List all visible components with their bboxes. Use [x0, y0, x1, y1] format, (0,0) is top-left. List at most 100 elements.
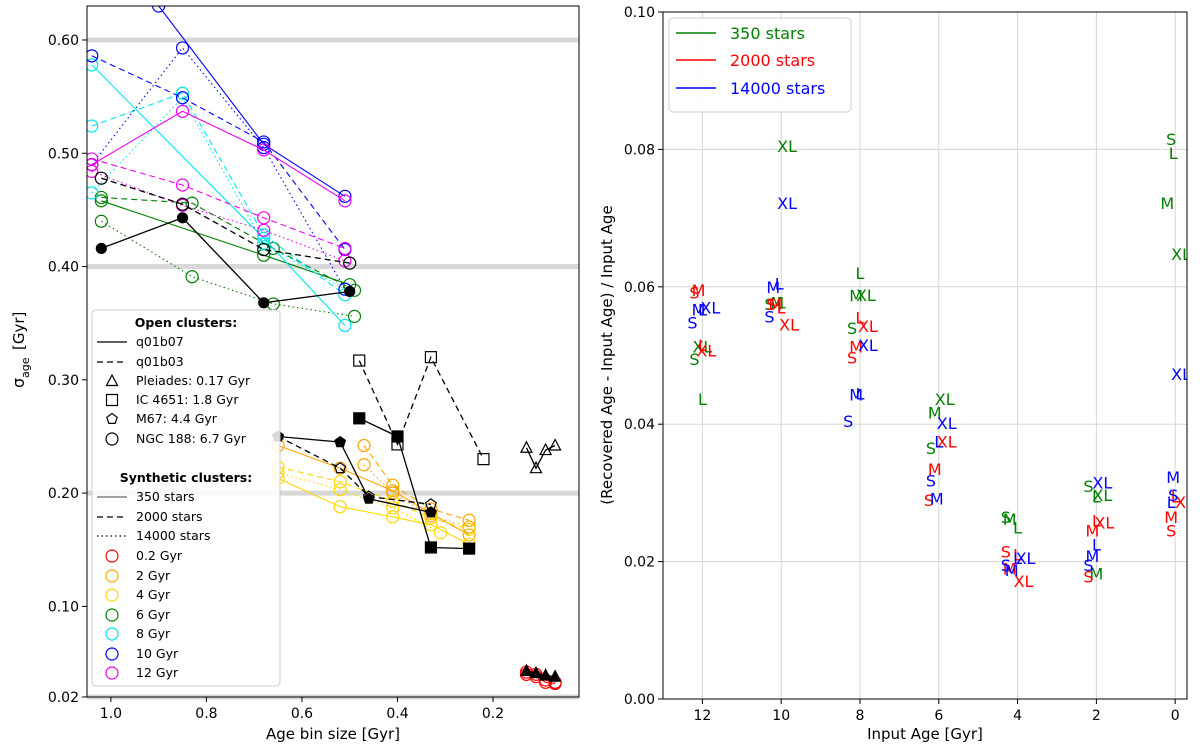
- left-plot-area: [87, 6, 562, 691]
- y-tick-label: 0.02: [624, 555, 655, 571]
- data-label: M: [1085, 547, 1099, 566]
- data-label: L: [698, 390, 707, 409]
- data-label: M: [1085, 522, 1099, 541]
- data-label: M: [1003, 560, 1017, 579]
- data-point: [338, 242, 352, 257]
- legend-label: M67: 4.4 Gyr: [136, 411, 218, 426]
- series-line: [91, 47, 346, 290]
- data-point: [257, 135, 271, 149]
- data-label: M: [692, 281, 706, 300]
- data-point: [539, 668, 553, 681]
- x-tick-label: 1.0: [100, 706, 122, 722]
- data-label: S: [926, 439, 936, 458]
- data-label: S: [843, 412, 853, 431]
- legend-label: 2000 stars: [730, 51, 815, 70]
- data-label: XL: [937, 414, 957, 433]
- data-point: [386, 501, 400, 515]
- data-label: L: [1013, 518, 1022, 537]
- legend-marker: [105, 588, 119, 602]
- data-point: [175, 91, 190, 105]
- data-point: [424, 518, 438, 532]
- data-label: L: [856, 384, 865, 403]
- y-tick-label: 0.50: [48, 146, 79, 162]
- x-axis-label: Age bin size [Gyr]: [266, 725, 400, 743]
- series-line: [277, 466, 470, 530]
- data-label: L: [1092, 487, 1101, 506]
- data-label: S: [924, 491, 934, 510]
- data-label: XL: [777, 194, 797, 213]
- data-point: [338, 194, 352, 208]
- data-label: XL: [1092, 474, 1112, 493]
- data-point: [386, 510, 400, 524]
- data-label: M: [928, 404, 942, 423]
- legend-label: 12 Gyr: [136, 665, 179, 680]
- data-point: [529, 665, 543, 679]
- data-point: [333, 483, 347, 497]
- y-tick-label: 0.08: [624, 142, 655, 158]
- data-label: M: [1003, 510, 1017, 529]
- data-point: [175, 197, 190, 211]
- legend-label: q01b03: [136, 354, 184, 369]
- data-label: L: [856, 264, 865, 283]
- data-label: L: [775, 274, 784, 293]
- legend-title-open: Open clusters:: [135, 315, 237, 330]
- data-label: S: [764, 307, 774, 326]
- series-line: [91, 96, 346, 290]
- series-line: [91, 92, 346, 296]
- data-label: L: [777, 294, 786, 313]
- x-tick-label: 0.6: [291, 706, 313, 722]
- data-label: L: [1013, 549, 1022, 568]
- data-label: M: [1160, 194, 1174, 213]
- legend-label: 14000 stars: [136, 528, 210, 543]
- data-point: [433, 526, 448, 540]
- data-point: [257, 143, 271, 157]
- data-label: M: [928, 460, 942, 479]
- data-point: [87, 58, 99, 72]
- legend-label: NGC 188: 6.7 Gyr: [136, 431, 247, 446]
- data-point: [87, 186, 99, 200]
- legend-marker: [105, 393, 119, 407]
- data-label: L: [934, 432, 943, 451]
- series-line: [359, 417, 470, 550]
- y-axis-label-unit: [Gyr]: [10, 312, 28, 350]
- data-label: M: [849, 386, 863, 405]
- data-label: L: [698, 301, 707, 320]
- data-point: [386, 494, 400, 508]
- y-tick-label: 0.30: [48, 373, 79, 389]
- series-line: [91, 64, 346, 326]
- data-point: [87, 119, 99, 133]
- legend-marker: [105, 373, 119, 387]
- y-tick-label: 0.02: [48, 690, 79, 706]
- y-tick-label: 0.20: [48, 486, 79, 502]
- left-axes-frame: [86, 5, 580, 698]
- data-label: M: [770, 294, 784, 313]
- data-label: M: [1089, 564, 1103, 583]
- data-label: S: [1168, 486, 1178, 505]
- data-label: M: [1166, 468, 1180, 487]
- data-point: [462, 513, 476, 527]
- data-point: [391, 438, 404, 451]
- data-point: [353, 412, 366, 425]
- data-label: S: [926, 472, 936, 491]
- series-line: [91, 158, 346, 249]
- series-line: [101, 177, 350, 264]
- data-point: [257, 231, 271, 245]
- data-label: L: [934, 432, 943, 451]
- series-line: [358, 355, 485, 460]
- legend-label: 8 Gyr: [136, 626, 171, 641]
- legend-label: 350 stars: [136, 489, 195, 504]
- data-label: XL: [1175, 493, 1195, 512]
- data-label: M: [1005, 561, 1019, 580]
- data-point: [519, 440, 533, 453]
- legend-marker: [106, 412, 118, 424]
- data-point: [334, 435, 347, 448]
- data-point: [391, 430, 404, 443]
- data-point: [424, 351, 438, 364]
- data-point: [257, 223, 271, 237]
- x-tick-label: 4: [1013, 708, 1022, 724]
- data-label: S: [687, 314, 697, 333]
- series-line: [277, 435, 431, 506]
- right-plot-area: SLXLSMLXLSMLXLSMLXLSMLSMLXLSLMXLSMLXLSML…: [687, 130, 1195, 591]
- series-line: [101, 217, 350, 304]
- data-label: L: [698, 336, 707, 355]
